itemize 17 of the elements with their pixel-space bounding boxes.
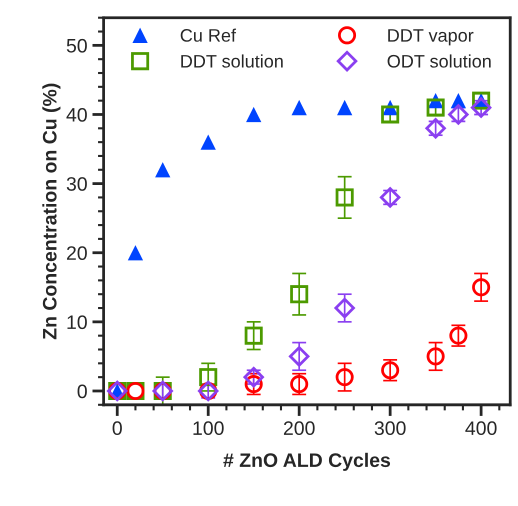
legend-label: DDT solution (181, 54, 283, 68)
legend-label: Cu Ref (180, 28, 236, 42)
y-tick-label: 0 (78, 384, 87, 398)
x-tick-label: 100 (193, 421, 224, 436)
legend-label: DDT vapor (388, 29, 474, 46)
x-tick-label: 400 (465, 421, 497, 436)
x-tick-label: 300 (374, 421, 406, 436)
x-axis-title: # ZnO ALD Cycles (223, 452, 390, 471)
y-tick-label: 30 (66, 177, 87, 191)
x-tick-label: 200 (284, 421, 315, 436)
x-tick-label: 0 (112, 421, 122, 436)
y-tick-label: 10 (67, 315, 87, 330)
y-tick-label: 40 (66, 108, 87, 122)
y-tick-label: 50 (66, 38, 87, 53)
y-tick-label: 20 (66, 246, 87, 260)
y-axis-title: Zn Concentration on Cu (%) (42, 84, 60, 340)
legend-label: ODT solution (388, 54, 491, 68)
